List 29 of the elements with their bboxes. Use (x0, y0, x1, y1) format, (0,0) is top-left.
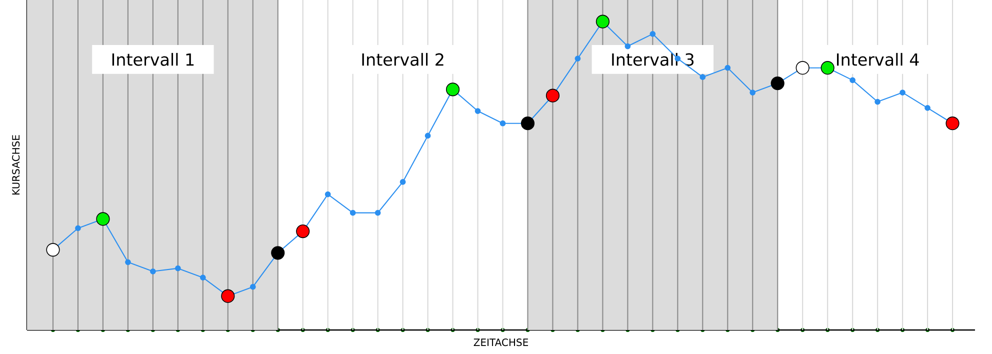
point (150, 268, 156, 274)
point (400, 179, 406, 185)
point (724, 64, 731, 71)
y-axis-title: KURSACHSE (12, 135, 20, 194)
point (474, 108, 481, 114)
x-axis-title: ZEITACHSE (474, 338, 528, 346)
point (574, 56, 581, 62)
point (324, 191, 331, 198)
annotation: Intervall 2 (362, 52, 444, 66)
point (500, 120, 506, 126)
point (374, 210, 381, 216)
point (250, 284, 256, 290)
annotation: Intervall 4 (837, 52, 919, 66)
point (174, 265, 181, 272)
annotation: Intervall 3 (612, 52, 694, 66)
point (350, 210, 356, 216)
point (924, 105, 930, 111)
point (850, 77, 856, 84)
point (874, 98, 880, 105)
point (650, 30, 656, 37)
point (200, 274, 206, 281)
annotation: Intervall 1 (112, 52, 194, 66)
point (900, 90, 906, 96)
point (624, 43, 631, 50)
point (424, 132, 431, 139)
point (700, 74, 706, 80)
point (750, 90, 756, 96)
point (75, 225, 81, 232)
point (125, 259, 131, 266)
